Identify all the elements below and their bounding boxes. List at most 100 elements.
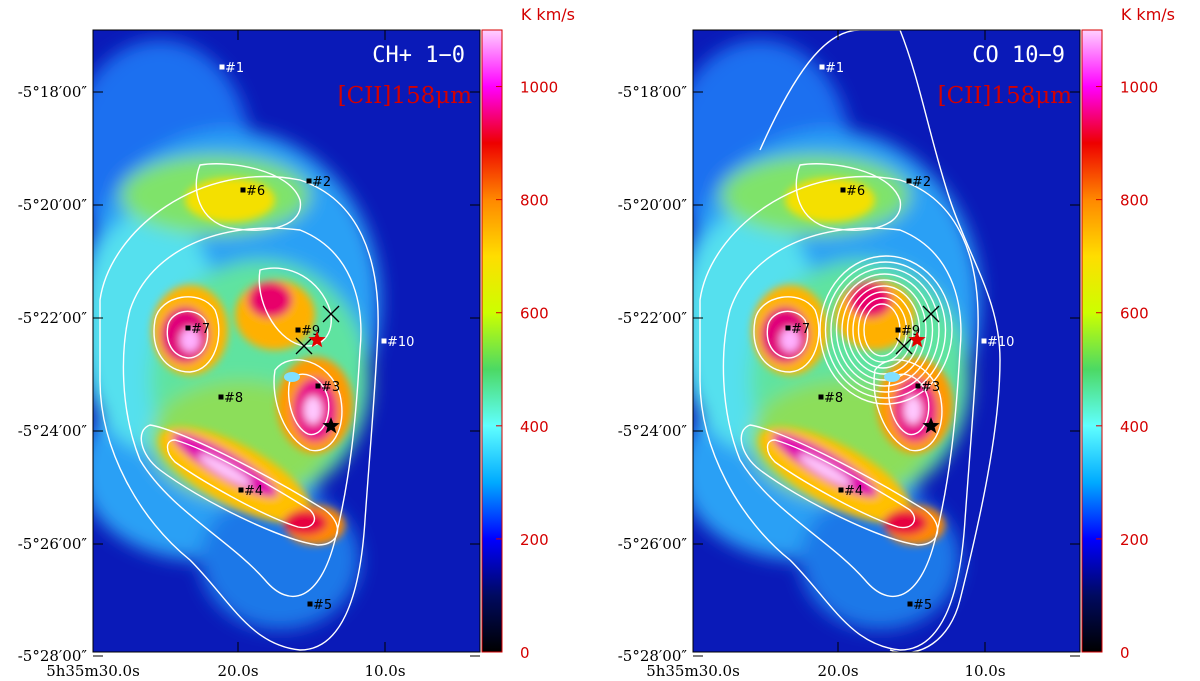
- panel-title-line1: CO 10−9: [972, 43, 1065, 68]
- cross-markers: [895, 305, 940, 355]
- colorbar-tick-label: 1000: [520, 79, 558, 97]
- colorbar-tick-label: 0: [1120, 644, 1130, 662]
- panel-title-line2: [CII]158μm: [938, 83, 1073, 109]
- colorbar-tick-label: 400: [1120, 418, 1149, 436]
- colorbar-unit: K km/s: [521, 5, 575, 24]
- map-plot-right: #1 #2 #3 #4 #5 #6 #7 #8 #9 #10 CO 10−9 [CII]158μm -5…: [618, 5, 1175, 680]
- source-marker: [238, 487, 244, 493]
- colorbar: [481, 29, 503, 653]
- x-tick-label: 20.0s: [817, 662, 858, 680]
- contours: [699, 30, 1001, 652]
- emission-map: [93, 30, 480, 652]
- source-label: #4: [244, 484, 263, 499]
- colorbar-tick-label: 0: [520, 644, 530, 662]
- source-label: #8: [824, 391, 843, 406]
- source-marker: [307, 601, 313, 607]
- colorbar-tick-label: 800: [1120, 192, 1149, 210]
- source-label: #10: [987, 335, 1014, 350]
- colorbar-unit: K km/s: [1121, 5, 1175, 24]
- panel-title-line2: [CII]158μm: [338, 83, 473, 109]
- source-marker: [185, 325, 191, 331]
- source-marker: [915, 383, 921, 389]
- source-label: #9: [301, 324, 320, 339]
- panel-ch-plus: #1 #2 #3 #4 #5 #6 #7 #8 #9 #10 CH+ 1−0 [CII]158μm -5…: [18, 5, 575, 680]
- source-label: #9: [901, 324, 920, 339]
- source-label: #2: [912, 175, 931, 190]
- source-marker: [219, 64, 225, 70]
- map-plot-left: #1 #2 #3 #4 #5 #6 #7 #8 #9 #10 CH+ 1−0 [CII]158μm -5…: [18, 5, 575, 680]
- x-tick-label: 5h35m30.0s: [646, 662, 740, 680]
- source-label: #6: [846, 184, 865, 199]
- source-label: #3: [921, 380, 940, 395]
- source-marker: [295, 327, 301, 333]
- source-label: #1: [225, 61, 244, 76]
- black-star-marker: [922, 417, 940, 434]
- source-marker: [907, 601, 913, 607]
- source-label: #4: [844, 484, 863, 499]
- colorbar-tick-label: 200: [1120, 531, 1149, 549]
- y-tick-label: -5°20′00″: [618, 196, 688, 214]
- red-star-marker: [908, 331, 926, 348]
- source-marker: [840, 187, 846, 193]
- y-tick-label: -5°22′00″: [18, 309, 88, 327]
- source-label: #5: [313, 598, 332, 613]
- source-markers: #1 #2 #3 #4 #5 #6 #7 #8 #9 #10: [185, 61, 414, 613]
- colorbar-tick-label: 200: [520, 531, 549, 549]
- tick-marks: [92, 30, 480, 657]
- tick-marks: [692, 30, 1080, 657]
- source-marker: [785, 325, 791, 331]
- y-tick-label: -5°24′00″: [18, 422, 88, 440]
- y-tick-label: -5°26′00″: [18, 535, 88, 553]
- colorbar-tick-label: 600: [1120, 305, 1149, 323]
- colorbar-tick-label: 1000: [1120, 79, 1158, 97]
- emission-map: [693, 30, 1080, 652]
- source-marker: [838, 487, 844, 493]
- y-tick-label: -5°18′00″: [618, 83, 688, 101]
- source-marker: [218, 394, 224, 400]
- y-tick-label: -5°24′00″: [618, 422, 688, 440]
- panel-title-line1: CH+ 1−0: [372, 43, 465, 68]
- red-star-marker: [308, 331, 326, 348]
- colorbar: [1081, 29, 1103, 653]
- colorbar-tick-label: 600: [520, 305, 549, 323]
- source-label: #3: [321, 380, 340, 395]
- source-marker: [819, 64, 825, 70]
- source-label: #10: [387, 335, 414, 350]
- panel-co: #1 #2 #3 #4 #5 #6 #7 #8 #9 #10 CO 10−9 [CII]158μm -5…: [600, 0, 1200, 681]
- y-tick-label: -5°28′00″: [18, 647, 88, 665]
- cyan-feature: [884, 372, 900, 382]
- source-marker: [818, 394, 824, 400]
- black-star-marker: [322, 417, 340, 434]
- plot-frame: [692, 29, 1081, 653]
- plot-frame: [92, 29, 481, 653]
- y-tick-label: -5°18′00″: [18, 83, 88, 101]
- source-label: #7: [191, 322, 210, 337]
- source-label: #7: [791, 322, 810, 337]
- y-tick-label: -5°22′00″: [618, 309, 688, 327]
- colorbar-tick-label: 800: [520, 192, 549, 210]
- cyan-feature: [284, 372, 300, 382]
- source-marker: [895, 327, 901, 333]
- x-tick-label: 10.0s: [964, 662, 1005, 680]
- source-marker: [381, 338, 387, 344]
- source-marker: [981, 338, 987, 344]
- y-tick-label: -5°26′00″: [618, 535, 688, 553]
- source-label: #2: [312, 175, 331, 190]
- y-tick-label: -5°20′00″: [18, 196, 88, 214]
- x-tick-label: 10.0s: [364, 662, 405, 680]
- source-marker: [240, 187, 246, 193]
- source-marker: [906, 178, 912, 184]
- cross-markers: [295, 305, 340, 355]
- source-marker: [315, 383, 321, 389]
- source-label: #1: [825, 61, 844, 76]
- y-tick-label: -5°28′00″: [618, 647, 688, 665]
- x-tick-label: 20.0s: [217, 662, 258, 680]
- colorbar-tick-label: 400: [520, 418, 549, 436]
- source-markers: #1 #2 #3 #4 #5 #6 #7 #8 #9 #10: [785, 61, 1014, 613]
- x-tick-label: 5h35m30.0s: [46, 662, 140, 680]
- source-label: #8: [224, 391, 243, 406]
- source-label: #5: [913, 598, 932, 613]
- contours: [99, 163, 379, 651]
- source-marker: [306, 178, 312, 184]
- source-label: #6: [246, 184, 265, 199]
